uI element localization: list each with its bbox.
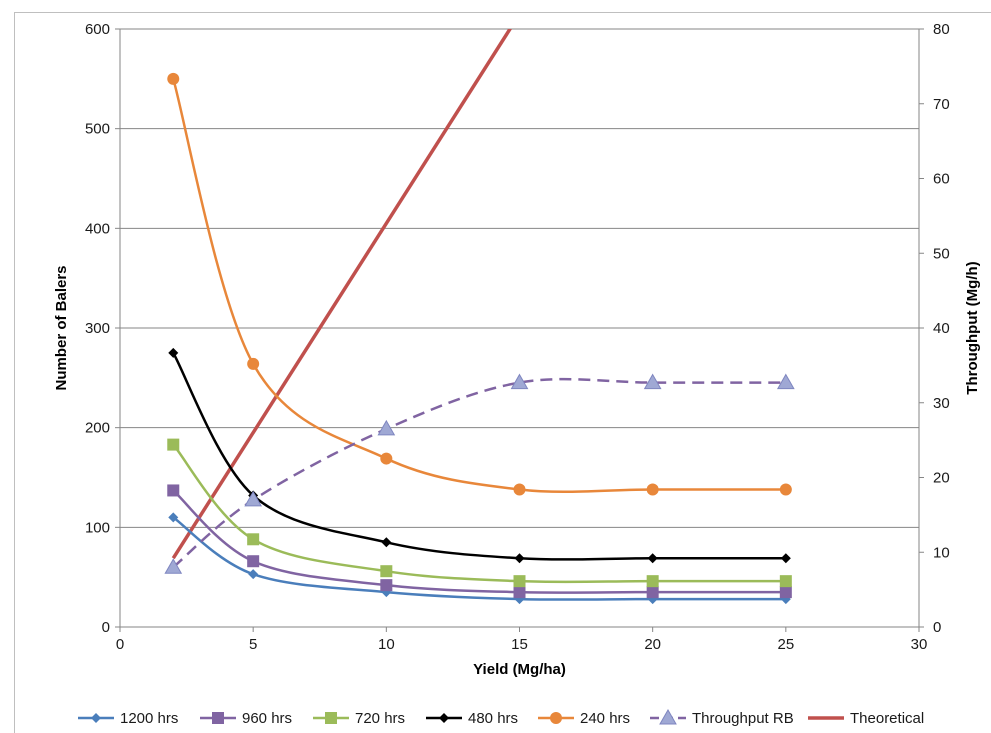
data-point bbox=[167, 72, 180, 85]
legend-label: 720 hrs bbox=[355, 710, 405, 727]
series-240-hrs bbox=[167, 72, 792, 496]
legend-label: Theoretical bbox=[850, 710, 924, 727]
legend-marker bbox=[325, 712, 337, 724]
data-point bbox=[168, 347, 179, 358]
series-line-480-hrs bbox=[172, 352, 786, 561]
series-group bbox=[164, 29, 795, 605]
y-tick-label: 500 bbox=[85, 121, 110, 138]
data-point bbox=[510, 373, 529, 390]
legend-item-throughput-rb: Throughput RB bbox=[650, 708, 794, 727]
data-point bbox=[377, 419, 396, 436]
series-480-hrs bbox=[168, 347, 791, 564]
legend-marker bbox=[659, 708, 677, 725]
legend-marker bbox=[212, 712, 224, 724]
x-axis-label: Yield (Mg/ha) bbox=[473, 661, 566, 678]
data-point bbox=[168, 512, 179, 523]
data-point bbox=[513, 575, 526, 588]
y-tick-label: 100 bbox=[85, 519, 110, 536]
y2-tick-label: 20 bbox=[933, 470, 950, 487]
data-point bbox=[779, 586, 792, 599]
data-point bbox=[248, 569, 259, 580]
data-point bbox=[167, 438, 180, 451]
legend-marker bbox=[550, 712, 562, 724]
legend-item-480-hrs: 480 hrs bbox=[426, 710, 518, 727]
data-point bbox=[380, 579, 393, 592]
legend-marker bbox=[439, 713, 449, 723]
y2-tick-label: 10 bbox=[933, 544, 950, 561]
x-tick-label: 10 bbox=[378, 636, 395, 653]
data-point bbox=[780, 553, 791, 564]
data-point bbox=[247, 533, 260, 546]
y-tick-label: 200 bbox=[85, 420, 110, 437]
data-point bbox=[643, 373, 662, 390]
legend: 1200 hrs 960 hrs 720 hrs 480 hrs 240 hrs Thro… bbox=[78, 708, 924, 727]
data-point bbox=[646, 483, 659, 496]
legend-label: 240 hrs bbox=[580, 710, 630, 727]
axes bbox=[115, 28, 924, 632]
gridlines bbox=[120, 28, 919, 528]
y2-tick-label: 40 bbox=[933, 320, 950, 337]
legend-item-240-hrs: 240 hrs bbox=[538, 710, 630, 727]
data-point bbox=[380, 565, 393, 578]
y-axis-label: Number of Balers bbox=[53, 265, 70, 390]
series-line-throughput-rb bbox=[172, 377, 786, 569]
data-point bbox=[247, 555, 260, 568]
data-point bbox=[247, 357, 260, 370]
y-tick-label: 300 bbox=[85, 320, 110, 337]
x-tick-label: 20 bbox=[644, 636, 661, 653]
data-point bbox=[164, 558, 183, 574]
y2-tick-label: 80 bbox=[933, 21, 950, 38]
legend-label: 960 hrs bbox=[242, 710, 292, 727]
x-tick-label: 15 bbox=[511, 636, 528, 653]
tick-labels: 0 5 10 15 20 25 300100200300400500600010203040… bbox=[85, 21, 950, 653]
legend-item-theoretical: Theoretical bbox=[808, 710, 924, 727]
legend-label: 480 hrs bbox=[468, 710, 518, 727]
series-line-720-hrs bbox=[172, 443, 786, 584]
x-tick-label: 5 bbox=[249, 636, 257, 653]
data-point bbox=[646, 575, 659, 588]
series-960-hrs bbox=[167, 484, 792, 599]
y2-tick-label: 50 bbox=[933, 245, 950, 262]
data-point bbox=[514, 553, 525, 564]
y-tick-label: 0 bbox=[102, 619, 110, 636]
y-tick-label: 400 bbox=[85, 220, 110, 237]
y-tick-label: 600 bbox=[85, 21, 110, 38]
series-line-theoretical bbox=[171, 29, 513, 560]
legend-label: Throughput RB bbox=[692, 710, 794, 727]
chart-frame bbox=[14, 12, 991, 733]
data-point bbox=[779, 575, 792, 588]
legend-item-720-hrs: 720 hrs bbox=[313, 710, 405, 727]
data-point bbox=[647, 553, 658, 564]
y2-tick-label: 30 bbox=[933, 395, 950, 412]
y2-axis-label: Throughput (Mg/h) bbox=[964, 261, 981, 394]
data-point bbox=[244, 490, 263, 507]
legend-item-960-hrs: 960 hrs bbox=[200, 710, 292, 727]
series-720-hrs bbox=[167, 438, 792, 588]
series-line-1200-hrs bbox=[172, 516, 786, 601]
legend-marker bbox=[91, 713, 101, 723]
x-tick-label: 25 bbox=[777, 636, 794, 653]
data-point bbox=[776, 373, 795, 390]
data-point bbox=[646, 586, 659, 599]
y2-tick-label: 70 bbox=[933, 96, 950, 113]
x-tick-label: 0 bbox=[116, 636, 124, 653]
y2-tick-label: 60 bbox=[933, 171, 950, 188]
data-point bbox=[381, 537, 392, 548]
x-tick-label: 30 bbox=[911, 636, 928, 653]
data-point bbox=[380, 452, 393, 465]
y2-tick-label: 0 bbox=[933, 619, 941, 636]
data-point bbox=[513, 483, 526, 496]
legend-item-1200-hrs: 1200 hrs bbox=[78, 710, 178, 727]
data-point bbox=[167, 484, 180, 497]
series-throughput-rb bbox=[164, 373, 795, 574]
legend-label: 1200 hrs bbox=[120, 710, 178, 727]
series-line-240-hrs bbox=[172, 78, 786, 493]
data-point bbox=[779, 483, 792, 496]
data-point bbox=[513, 586, 526, 599]
series-theoretical bbox=[171, 29, 513, 560]
